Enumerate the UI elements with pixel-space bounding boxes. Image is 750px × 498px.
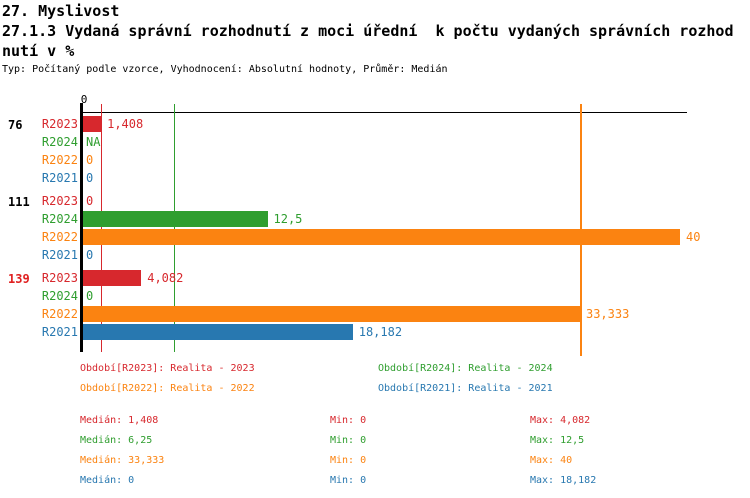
- bar-value-label: NA: [86, 135, 101, 149]
- row-label-R2021: R2021: [41, 325, 78, 339]
- row-label-R2023: R2023: [41, 117, 78, 131]
- row-label-R2022: R2022: [41, 230, 78, 244]
- bar-R2022: [83, 229, 680, 245]
- row-label-R2021: R2021: [41, 171, 78, 185]
- group-id-label: 139: [8, 272, 30, 286]
- chart-title-line2: nutí v %: [2, 42, 75, 60]
- bar-value-label: 12,5: [273, 212, 303, 226]
- bar-R2023: [83, 270, 142, 286]
- chart-subtitle: Typ: Počítaný podle vzorce, Vyhodnocení:…: [2, 64, 448, 75]
- stat-min-R2021: Min: 0: [330, 475, 367, 486]
- row-label-R2022: R2022: [41, 307, 78, 321]
- stat-min-R2022: Min: 0: [330, 455, 367, 466]
- legend-item-R2023: Období[R2023]: Realita - 2023: [80, 363, 255, 374]
- row-label-R2024: R2024: [41, 135, 78, 149]
- row-label-R2024: R2024: [41, 289, 78, 303]
- y-axis-line: [80, 103, 83, 352]
- bar-R2023: [83, 116, 102, 132]
- stat-max-R2021: Max: 18,182: [530, 475, 597, 486]
- bar-value-label: 0: [86, 153, 94, 167]
- row-label-R2022: R2022: [41, 153, 78, 167]
- group-id-label: 76: [8, 118, 23, 132]
- bar-value-label: 1,408: [107, 117, 144, 131]
- legend-item-R2021: Období[R2021]: Realita - 2021: [378, 383, 553, 394]
- bar-value-label: 4,082: [147, 271, 184, 285]
- row-label-R2023: R2023: [41, 271, 78, 285]
- row-label-R2021: R2021: [41, 248, 78, 262]
- bar-R2021: [83, 324, 353, 340]
- stat-min-R2023: Min: 0: [330, 415, 367, 426]
- x-axis-line: [80, 112, 687, 113]
- stat-max-R2024: Max: 12,5: [530, 435, 585, 446]
- page-title: 27. Myslivost: [2, 2, 120, 20]
- legend-item-R2022: Období[R2022]: Realita - 2022: [80, 383, 255, 394]
- bar-value-label: 0: [86, 289, 94, 303]
- bar-value-label: 33,333: [585, 307, 630, 321]
- bar-R2022: [83, 306, 580, 322]
- bar-R2024: [83, 211, 268, 227]
- bar-value-label: 0: [86, 194, 94, 208]
- stat-median-R2021: Medián: 0: [80, 475, 135, 486]
- stat-median-R2023: Medián: 1,408: [80, 415, 159, 426]
- bar-value-label: 18,182: [358, 325, 403, 339]
- stat-max-R2023: Max: 4,082: [530, 415, 591, 426]
- x-axis-zero-tick-label: 0: [80, 93, 88, 106]
- row-label-R2023: R2023: [41, 194, 78, 208]
- stat-max-R2022: Max: 40: [530, 455, 573, 466]
- median-line-R2023: [101, 104, 103, 352]
- row-label-R2024: R2024: [41, 212, 78, 226]
- bar-value-label: 0: [86, 171, 94, 185]
- median-line-R2024: [173, 104, 175, 352]
- bar-value-label: 40: [686, 230, 701, 244]
- stat-min-R2024: Min: 0: [330, 435, 367, 446]
- group-id-label: 111: [8, 195, 30, 209]
- stat-median-R2022: Medián: 33,333: [80, 455, 165, 466]
- chart-title-line1: 27.1.3 Vydaná správní rozhodnutí z moci …: [2, 22, 734, 40]
- stat-median-R2024: Medián: 6,25: [80, 435, 153, 446]
- bar-value-label: 0: [86, 248, 94, 262]
- legend-item-R2024: Období[R2024]: Realita - 2024: [378, 363, 553, 374]
